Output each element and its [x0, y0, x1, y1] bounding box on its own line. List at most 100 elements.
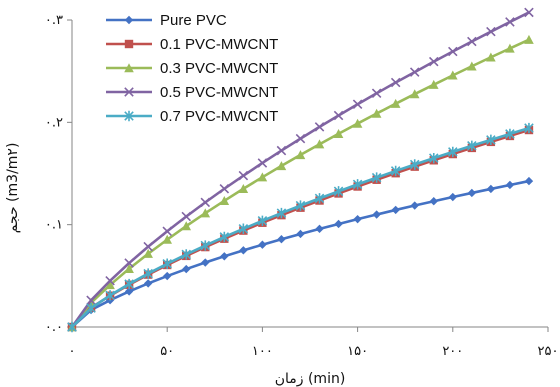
data-point	[372, 210, 381, 219]
data-point	[181, 221, 192, 231]
legend-item: 0.7 PVC-MWCNT	[106, 108, 278, 125]
data-point	[371, 108, 382, 118]
data-point	[409, 89, 420, 99]
legend-swatch-marker	[124, 63, 134, 73]
series-layer	[67, 7, 534, 333]
data-point	[505, 17, 515, 27]
data-point	[124, 287, 134, 296]
data-point	[333, 110, 344, 121]
data-point	[295, 200, 306, 211]
data-point	[505, 180, 515, 190]
data-point	[486, 26, 496, 37]
data-point	[238, 183, 249, 193]
data-point	[371, 88, 382, 99]
data-point	[219, 231, 230, 243]
data-point	[409, 67, 420, 77]
series-line	[70, 38, 530, 328]
y-tick-label: ۰.۱	[45, 218, 63, 233]
data-point	[448, 46, 458, 57]
legend-swatch-marker	[124, 110, 134, 122]
data-point	[86, 302, 96, 314]
series-line	[71, 128, 530, 328]
data-point	[162, 258, 172, 269]
data-point	[390, 165, 401, 177]
x-tick-label: ۱۵۰	[347, 344, 368, 359]
axes: ۰.۰ ۰.۱ ۰.۲ ۰.۳ ۰ ۵۰ ۱۰۰ ۱۵۰ ۲۰۰ ۲۵۰	[45, 13, 559, 359]
data-point	[505, 128, 515, 140]
data-point	[352, 179, 363, 190]
data-point	[124, 278, 134, 290]
data-point	[352, 118, 363, 128]
legend-item: 0.3 PVC-MWCNT	[106, 60, 278, 77]
data-point	[296, 229, 305, 239]
data-point	[409, 159, 420, 170]
data-point	[201, 258, 210, 267]
data-point	[295, 133, 306, 144]
data-point	[200, 197, 211, 208]
y-tick-label: ۰.۰	[45, 320, 63, 335]
series-0-5-pvc-mwcnt	[67, 7, 534, 332]
legend-label: Pure PVC	[160, 12, 227, 29]
data-point	[352, 99, 363, 109]
data-point	[219, 183, 230, 194]
data-point	[238, 170, 249, 181]
data-point	[428, 152, 439, 164]
legend-swatch-marker	[124, 87, 134, 97]
data-point	[277, 234, 286, 244]
legend-swatch-marker	[124, 39, 134, 49]
y-axis-title: حجم (m3/m۲)	[5, 143, 21, 234]
data-point	[524, 122, 534, 134]
data-point	[391, 205, 400, 215]
legend-swatch-marker	[124, 15, 134, 25]
series-0-3-pvc-mwcnt	[67, 34, 534, 332]
data-point	[200, 240, 211, 251]
data-point	[524, 7, 534, 18]
legend-label: 0.1 PVC-MWCNT	[160, 36, 278, 53]
data-point	[314, 139, 325, 149]
data-point	[162, 234, 172, 244]
data-point	[390, 98, 401, 108]
data-point	[410, 201, 419, 210]
legend-item: 0.1 PVC-MWCNT	[106, 36, 278, 53]
y-tick-label: ۰.۳	[45, 13, 63, 28]
legend: Pure PVC 0.1 PVC-MWCNT 0.3 PVC-MWCNT 0.5 PV…	[106, 12, 278, 125]
legend-label: 0.7 PVC-MWCNT	[160, 108, 278, 125]
data-point	[353, 214, 362, 224]
data-point	[162, 226, 172, 236]
y-tick-label: ۰.۲	[45, 115, 63, 130]
x-tick-label: ۰	[69, 344, 76, 359]
x-tick-label: ۲۰۰	[442, 344, 463, 359]
data-point	[524, 34, 534, 44]
data-point	[257, 172, 268, 182]
data-point	[428, 79, 439, 89]
legend-item: Pure PVC	[106, 12, 227, 29]
data-point	[105, 275, 115, 286]
data-point	[505, 43, 515, 53]
data-point	[276, 145, 287, 156]
data-point	[163, 271, 172, 281]
data-point	[428, 56, 439, 67]
data-point	[467, 140, 477, 151]
data-point	[314, 122, 325, 132]
legend-item: 0.5 PVC-MWCNT	[106, 84, 278, 101]
data-point	[486, 52, 496, 62]
data-point	[467, 61, 477, 71]
data-point	[67, 321, 77, 333]
data-point	[220, 252, 229, 261]
data-point	[448, 70, 458, 80]
data-point	[448, 146, 458, 158]
data-point	[238, 223, 249, 234]
data-point	[257, 158, 268, 168]
data-point	[333, 186, 344, 197]
legend-label: 0.5 PVC-MWCNT	[160, 84, 278, 101]
data-point	[371, 172, 382, 183]
data-point	[467, 36, 477, 47]
data-point	[429, 197, 438, 206]
data-point	[181, 211, 192, 222]
data-point	[276, 207, 287, 219]
x-axis-title: زمان (min)	[275, 371, 346, 387]
data-point	[315, 224, 324, 234]
data-point	[276, 161, 287, 171]
data-point	[200, 208, 211, 218]
